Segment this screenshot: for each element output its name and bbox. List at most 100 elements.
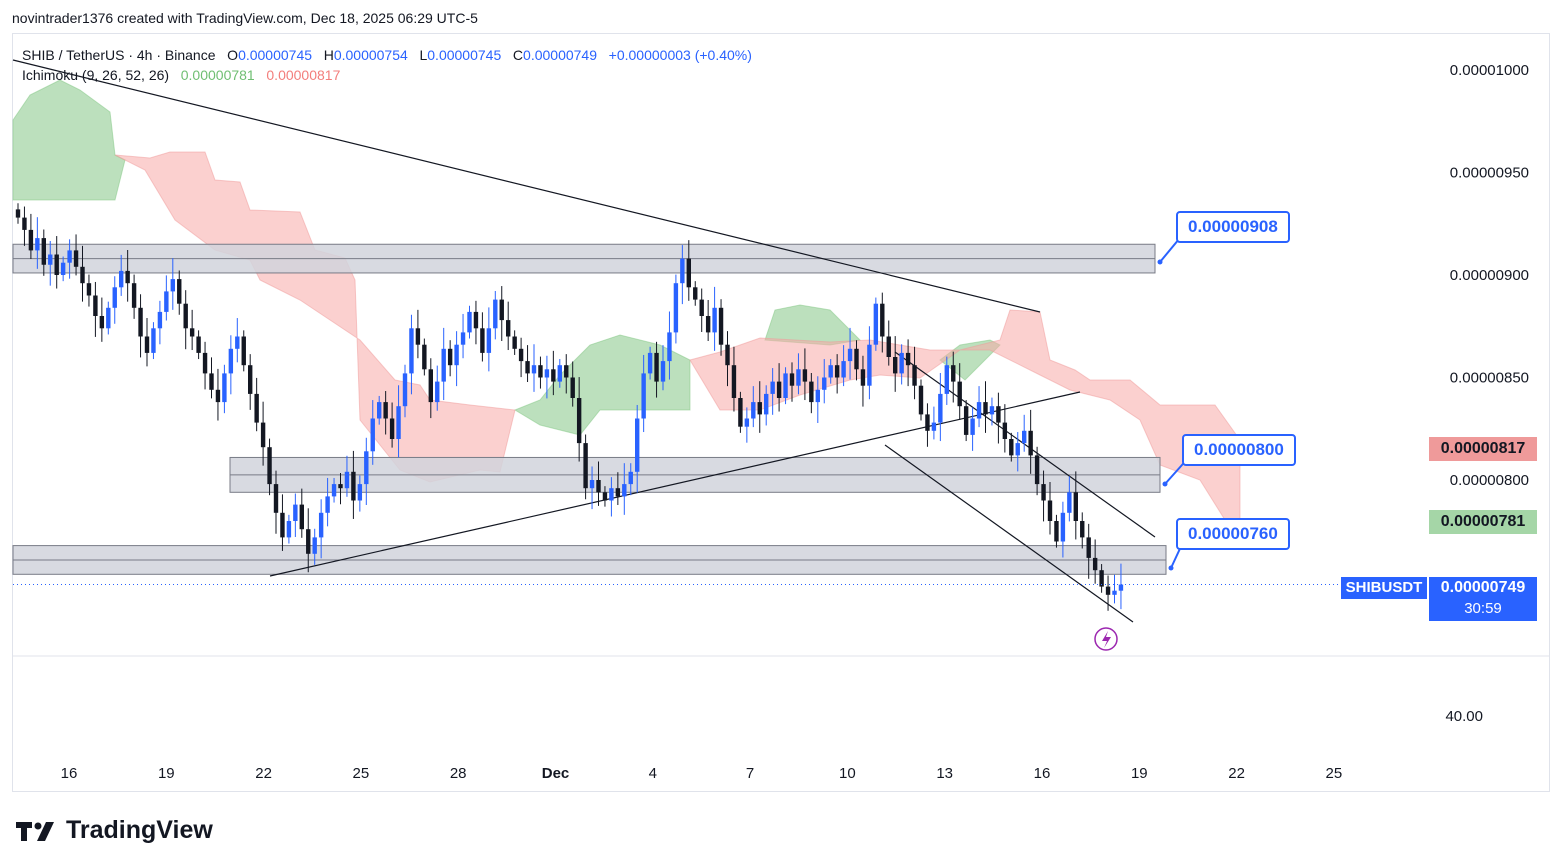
- candle-body-154: [1009, 439, 1014, 456]
- symbol-label[interactable]: SHIB / TetherUS · 4h · Binance: [22, 47, 216, 63]
- senkou-b-tag: 0.00000817: [1429, 437, 1537, 461]
- candle-body-99: [654, 352, 659, 382]
- candle-body-8: [67, 250, 72, 263]
- candle-body-158: [1034, 455, 1040, 485]
- candle-body-53: [357, 484, 363, 501]
- candle-body-54: [364, 451, 369, 485]
- chart-legend: SHIB / TetherUS · 4h · Binance O 0.000007…: [22, 45, 752, 85]
- candle-body-48: [325, 496, 330, 513]
- candle-body-20: [144, 336, 150, 353]
- callout-resistance[interactable]: 0.00000908: [1176, 211, 1290, 243]
- candle-body-171: [1118, 584, 1124, 591]
- date-tick-7: 7: [746, 765, 754, 782]
- candle-body-13: [99, 316, 105, 329]
- candle-body-9: [73, 250, 79, 267]
- trendline-3: [884, 444, 1134, 623]
- candle-body-148: [970, 418, 975, 435]
- candle-body-91: [602, 492, 608, 501]
- candle-body-109: [718, 307, 724, 345]
- candle-body-134: [880, 303, 885, 337]
- current-price: 0.00000749: [1440, 579, 1526, 596]
- cloud-bull-0: [12, 79, 126, 201]
- axes: 0.00001000 0.00000950 0.00000900 0.00000850…: [13, 62, 1549, 782]
- candle-body-84: [557, 365, 562, 382]
- candle-body-151: [989, 406, 995, 415]
- candle-body-11: [86, 283, 92, 296]
- candle-body-156: [1022, 430, 1027, 444]
- candle-body-75: [499, 299, 504, 321]
- candle-body-32: [222, 373, 227, 403]
- candle-body-68: [454, 344, 459, 366]
- candle-body-5: [48, 254, 53, 265]
- candle-body-112: [738, 398, 743, 427]
- ichimoku-label[interactable]: Ichimoku (9, 26, 52, 26): [22, 67, 170, 83]
- candle-body-102: [673, 283, 679, 333]
- price-tick-3: 0.00000850: [1450, 370, 1529, 387]
- candle-body-144: [944, 365, 949, 394]
- candle-body-164: [1073, 492, 1078, 521]
- date-tick-13: 25: [1326, 765, 1343, 782]
- candle-body-116: [764, 393, 769, 415]
- candle-body-49: [331, 484, 337, 497]
- low-value: 0.00000745: [427, 47, 502, 63]
- high-value: 0.00000754: [333, 47, 408, 63]
- candle-body-161: [1054, 521, 1059, 542]
- candle-body-136: [893, 357, 898, 374]
- candle-body-88: [583, 443, 588, 489]
- callout-anchor-0: [1157, 259, 1163, 265]
- candle-body-166: [1086, 537, 1091, 558]
- candle-body-46: [312, 537, 317, 554]
- callout-mid-support[interactable]: 0.00000800: [1182, 434, 1296, 466]
- candle-body-37: [254, 393, 259, 423]
- trendlines: [12, 59, 1156, 623]
- candle-body-119: [783, 373, 788, 398]
- date-tick-8: 10: [839, 765, 856, 782]
- candle-body-61: [409, 328, 414, 374]
- date-tick-2: 22: [255, 765, 272, 782]
- candle-body-80: [531, 365, 537, 374]
- ohlc-row: SHIB / TetherUS · 4h · Binance O 0.000007…: [22, 45, 752, 65]
- ichimoku-cloud: [12, 79, 1241, 521]
- candle-body-93: [615, 488, 621, 497]
- candle-body-70: [467, 311, 472, 333]
- callout-low-support[interactable]: 0.00000760: [1176, 518, 1290, 550]
- candle-body-121: [796, 369, 801, 386]
- candle-body-43: [293, 504, 298, 521]
- candle-body-60: [402, 373, 408, 407]
- candle-body-113: [744, 418, 750, 427]
- candle-body-137: [899, 352, 904, 374]
- candle-body-38: [260, 422, 266, 448]
- candle-body-66: [441, 348, 446, 382]
- candle-body-138: [905, 352, 911, 366]
- candle-body-124: [815, 389, 820, 403]
- open-label: O: [227, 47, 239, 63]
- chart-credit: novintrader1376 created with TradingView…: [12, 10, 478, 26]
- candle-body-22: [157, 311, 163, 329]
- current-price-tag: 0.00000749 30:59: [1429, 577, 1537, 621]
- candle-body-14: [106, 307, 111, 329]
- candle-body-27: [189, 328, 195, 337]
- tradingview-logo[interactable]: TradingView: [16, 816, 213, 845]
- candle-body-1: [22, 217, 27, 230]
- candle-body-152: [996, 406, 1001, 423]
- candle-body-127: [834, 365, 840, 378]
- candle-body-10: [80, 266, 85, 284]
- cloud-bear-0: [114, 151, 516, 483]
- candle-body-118: [776, 381, 782, 398]
- close-label: C: [512, 47, 524, 63]
- date-tick-0: 16: [61, 765, 78, 782]
- candle-body-110: [725, 344, 730, 366]
- candle-body-97: [641, 373, 646, 419]
- candle-body-73: [486, 328, 492, 353]
- candle-body-30: [209, 373, 214, 390]
- candle-body-6: [54, 254, 59, 275]
- candle-body-106: [699, 299, 704, 316]
- candle-body-69: [460, 332, 466, 345]
- candle-body-135: [886, 336, 891, 357]
- trendline-2: [894, 351, 1156, 538]
- indicator-tick: 40.00: [1445, 708, 1483, 725]
- candle-body-33: [228, 348, 234, 374]
- price-tick-0: 0.00001000: [1450, 62, 1529, 79]
- symbol-tag: SHIBUSDT: [1341, 577, 1427, 599]
